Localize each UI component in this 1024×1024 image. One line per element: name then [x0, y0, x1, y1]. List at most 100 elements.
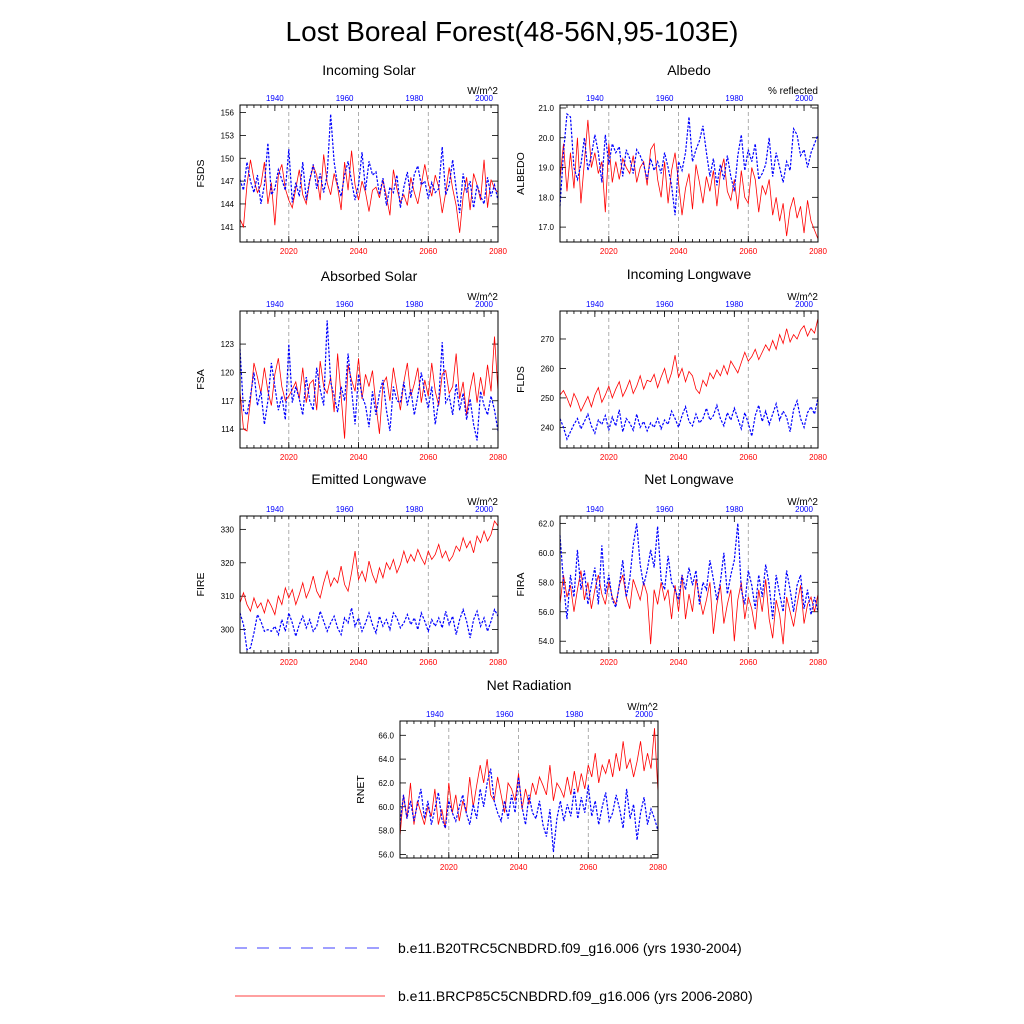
y-tick-label: 21.0 — [538, 104, 554, 113]
y-axis-label: FSDS — [195, 159, 207, 187]
y-tick-label: 150 — [221, 154, 235, 163]
y-axis-label: FIRE — [195, 573, 207, 597]
y-tick-label: 60.0 — [538, 549, 554, 558]
y-tick-label: 147 — [221, 177, 235, 186]
panel-albedo: Albedo % reflected ALBEDO 2020 2040 2060 2080 1… — [515, 62, 827, 256]
x-tick-label-future: 2040 — [670, 453, 688, 462]
y-tick-label: 123 — [221, 340, 235, 349]
x-tick-label-future: 2060 — [739, 247, 757, 256]
x-tick-label-historical: 1940 — [586, 505, 604, 514]
y-tick-label: 260 — [541, 364, 555, 373]
y-tick-label: 17.0 — [538, 223, 554, 232]
units-label: W/m^2 — [467, 497, 498, 508]
y-tick-label: 156 — [221, 109, 235, 118]
y-axis-label: FIRA — [515, 573, 527, 597]
series-line-historical — [239, 320, 499, 441]
x-tick-label-future: 2060 — [739, 658, 757, 667]
x-tick-label-historical: 1940 — [586, 300, 604, 309]
x-tick-label-historical: 1980 — [565, 710, 583, 719]
x-tick-label-future: 2080 — [809, 247, 827, 256]
x-tick-label-future: 2040 — [350, 453, 368, 462]
series-line-future — [559, 570, 819, 645]
y-tick-label: 117 — [221, 397, 234, 406]
x-tick-label-historical: 2000 — [475, 94, 493, 103]
y-tick-label: 153 — [221, 131, 235, 140]
x-tick-label-historical: 1980 — [405, 94, 423, 103]
x-tick-label-future: 2020 — [600, 658, 618, 667]
legend-label-historical: b.e11.B20TRC5CNBDRD.f09_g16.006 (yrs 193… — [398, 940, 742, 956]
y-tick-label: 62.0 — [538, 519, 554, 528]
legend-label-future: b.e11.BRCP85C5CNBDRD.f09_g16.006 (yrs 20… — [398, 988, 753, 1004]
y-tick-label: 310 — [221, 592, 235, 601]
x-tick-label-future: 2080 — [809, 453, 827, 462]
panel-fire: Emitted Longwave W/m^2 FIRE 2020 2040 2060 208… — [195, 471, 507, 667]
series-line-future — [399, 728, 659, 837]
x-tick-label-future: 2080 — [489, 247, 507, 256]
series-line-future — [239, 150, 499, 233]
x-tick-label-historical: 1940 — [266, 505, 284, 514]
x-tick-label-historical: 1980 — [405, 300, 423, 309]
y-tick-label: 19.0 — [538, 164, 554, 173]
series-line-future — [559, 119, 819, 240]
y-tick-label: 20.0 — [538, 134, 554, 143]
panel-fsa: Absorbed Solar W/m^2 FSA 2020 2040 2060 2080 19… — [195, 268, 507, 462]
x-tick-label-future: 2020 — [280, 453, 298, 462]
panel-title: Albedo — [667, 62, 711, 78]
y-tick-label: 240 — [541, 423, 555, 432]
y-axis-label: FSA — [195, 369, 207, 389]
y-tick-label: 60.0 — [378, 803, 394, 812]
x-tick-label-historical: 1960 — [336, 300, 354, 309]
x-tick-label-future: 2040 — [510, 863, 528, 872]
x-tick-label-future: 2020 — [280, 658, 298, 667]
series-line-future — [239, 336, 499, 439]
figure-title: Lost Boreal Forest(48-56N,95-103E) — [286, 16, 739, 47]
y-tick-label: 300 — [221, 626, 235, 635]
y-tick-label: 64.0 — [378, 755, 394, 764]
y-axis-label: ALBEDO — [515, 152, 527, 195]
x-tick-label-historical: 1980 — [725, 505, 743, 514]
x-tick-label-historical: 1980 — [725, 94, 743, 103]
x-tick-label-future: 2040 — [350, 247, 368, 256]
x-tick-label-historical: 2000 — [635, 710, 653, 719]
x-tick-label-historical: 1960 — [656, 94, 674, 103]
plot-frame — [559, 104, 819, 243]
x-tick-label-historical: 1960 — [656, 300, 674, 309]
x-tick-label-future: 2080 — [489, 658, 507, 667]
x-tick-label-future: 2080 — [809, 658, 827, 667]
panel-flds: Incoming Longwave W/m^2 FLDS 2020 2040 2060 20… — [515, 266, 827, 462]
panel-title: Absorbed Solar — [321, 268, 418, 284]
plot-frame — [239, 104, 499, 243]
x-tick-label-future: 2060 — [739, 453, 757, 462]
x-tick-label-future: 2040 — [670, 658, 688, 667]
units-label: W/m^2 — [467, 86, 498, 97]
y-tick-label: 58.0 — [538, 578, 554, 587]
panel-title: Incoming Solar — [322, 62, 416, 78]
plot-frame — [239, 310, 499, 449]
x-tick-label-historical: 1940 — [426, 710, 444, 719]
y-tick-label: 250 — [541, 394, 555, 403]
y-tick-label: 62.0 — [378, 779, 394, 788]
y-tick-label: 144 — [221, 200, 235, 209]
x-tick-label-historical: 1960 — [336, 505, 354, 514]
x-tick-label-future: 2080 — [649, 863, 667, 872]
x-tick-label-future: 2060 — [419, 247, 437, 256]
units-label: W/m^2 — [787, 292, 818, 303]
y-tick-label: 18.0 — [538, 193, 554, 202]
units-label: % reflected — [768, 86, 818, 97]
y-tick-label: 56.0 — [538, 608, 554, 617]
y-tick-label: 58.0 — [378, 827, 394, 836]
x-tick-label-future: 2040 — [350, 658, 368, 667]
legend: b.e11.B20TRC5CNBDRD.f09_g16.006 (yrs 193… — [235, 940, 753, 1004]
series-line-historical — [559, 397, 819, 441]
x-tick-label-historical: 2000 — [475, 505, 493, 514]
x-tick-label-future: 2040 — [670, 247, 688, 256]
x-tick-label-historical: 1960 — [656, 505, 674, 514]
x-tick-label-historical: 2000 — [475, 300, 493, 309]
units-label: W/m^2 — [467, 292, 498, 303]
x-tick-label-historical: 1940 — [266, 300, 284, 309]
panel-fsds: Incoming Solar W/m^2 FSDS 2020 2040 2060 2080 1… — [195, 62, 507, 256]
series-line-future — [559, 318, 819, 413]
panel-title: Net Radiation — [487, 677, 572, 693]
x-tick-label-future: 2020 — [280, 247, 298, 256]
